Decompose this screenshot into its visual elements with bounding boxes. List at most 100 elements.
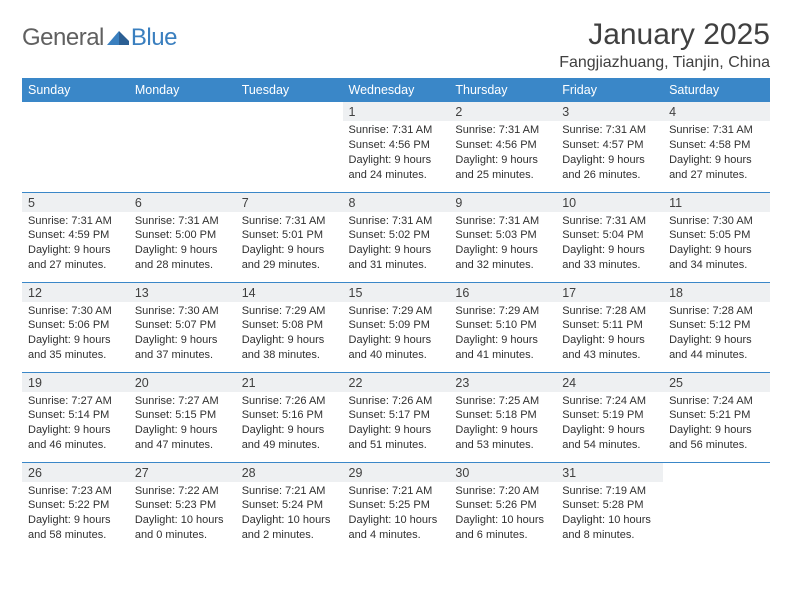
sunset-line: Sunset: 4:59 PM	[28, 229, 109, 241]
sunrise-line: Sunrise: 7:30 AM	[669, 215, 753, 227]
day-details: Sunrise: 7:31 AMSunset: 4:57 PMDaylight:…	[556, 121, 663, 188]
day-details: Sunrise: 7:21 AMSunset: 5:24 PMDaylight:…	[236, 482, 343, 549]
daylight-line: Daylight: 9 hours and 33 minutes.	[562, 244, 645, 271]
sunrise-line: Sunrise: 7:19 AM	[562, 485, 646, 497]
sunrise-line: Sunrise: 7:21 AM	[349, 485, 433, 497]
calendar-day-cell: ..	[129, 102, 236, 192]
day-details: Sunrise: 7:28 AMSunset: 5:11 PMDaylight:…	[556, 302, 663, 369]
sunset-line: Sunset: 4:56 PM	[455, 139, 536, 151]
daylight-line: Daylight: 9 hours and 53 minutes.	[455, 424, 538, 451]
calendar-week-row: 12Sunrise: 7:30 AMSunset: 5:06 PMDayligh…	[22, 282, 770, 372]
calendar-week-row: ......1Sunrise: 7:31 AMSunset: 4:56 PMDa…	[22, 102, 770, 192]
day-details: Sunrise: 7:31 AMSunset: 4:59 PMDaylight:…	[22, 212, 129, 279]
calendar-day-cell: 6Sunrise: 7:31 AMSunset: 5:00 PMDaylight…	[129, 192, 236, 282]
sunrise-line: Sunrise: 7:31 AM	[242, 215, 326, 227]
calendar-day-cell: 13Sunrise: 7:30 AMSunset: 5:07 PMDayligh…	[129, 282, 236, 372]
daylight-line: Daylight: 9 hours and 25 minutes.	[455, 154, 538, 181]
day-number: 31	[556, 463, 663, 482]
weekday-header: Tuesday	[236, 78, 343, 102]
sunset-line: Sunset: 5:04 PM	[562, 229, 643, 241]
day-details: Sunrise: 7:26 AMSunset: 5:17 PMDaylight:…	[343, 392, 450, 459]
sunrise-line: Sunrise: 7:31 AM	[455, 124, 539, 136]
daylight-line: Daylight: 9 hours and 32 minutes.	[455, 244, 538, 271]
sunrise-line: Sunrise: 7:25 AM	[455, 395, 539, 407]
daylight-line: Daylight: 9 hours and 51 minutes.	[349, 424, 432, 451]
day-details: Sunrise: 7:28 AMSunset: 5:12 PMDaylight:…	[663, 302, 770, 369]
calendar-day-cell: 23Sunrise: 7:25 AMSunset: 5:18 PMDayligh…	[449, 372, 556, 462]
daylight-line: Daylight: 9 hours and 46 minutes.	[28, 424, 111, 451]
daylight-line: Daylight: 9 hours and 38 minutes.	[242, 334, 325, 361]
calendar-day-cell: 4Sunrise: 7:31 AMSunset: 4:58 PMDaylight…	[663, 102, 770, 192]
daylight-line: Daylight: 10 hours and 8 minutes.	[562, 514, 651, 541]
sunset-line: Sunset: 5:14 PM	[28, 409, 109, 421]
day-number: 26	[22, 463, 129, 482]
daylight-line: Daylight: 9 hours and 44 minutes.	[669, 334, 752, 361]
daylight-line: Daylight: 9 hours and 47 minutes.	[135, 424, 218, 451]
day-number: 11	[663, 193, 770, 212]
sunrise-line: Sunrise: 7:29 AM	[242, 305, 326, 317]
sunset-line: Sunset: 5:12 PM	[669, 319, 750, 331]
sunrise-line: Sunrise: 7:31 AM	[135, 215, 219, 227]
day-details: Sunrise: 7:31 AMSunset: 5:04 PMDaylight:…	[556, 212, 663, 279]
sunrise-line: Sunrise: 7:31 AM	[28, 215, 112, 227]
calendar-day-cell: 7Sunrise: 7:31 AMSunset: 5:01 PMDaylight…	[236, 192, 343, 282]
sunset-line: Sunset: 5:10 PM	[455, 319, 536, 331]
calendar-day-cell: 18Sunrise: 7:28 AMSunset: 5:12 PMDayligh…	[663, 282, 770, 372]
page-title: January 2025	[559, 18, 770, 52]
day-details: Sunrise: 7:29 AMSunset: 5:09 PMDaylight:…	[343, 302, 450, 369]
day-details: Sunrise: 7:31 AMSunset: 5:00 PMDaylight:…	[129, 212, 236, 279]
day-number: 24	[556, 373, 663, 392]
calendar-day-cell: 29Sunrise: 7:21 AMSunset: 5:25 PMDayligh…	[343, 462, 450, 552]
sunset-line: Sunset: 5:06 PM	[28, 319, 109, 331]
day-number: 15	[343, 283, 450, 302]
calendar-day-cell: 12Sunrise: 7:30 AMSunset: 5:06 PMDayligh…	[22, 282, 129, 372]
daylight-line: Daylight: 9 hours and 40 minutes.	[349, 334, 432, 361]
day-number: 21	[236, 373, 343, 392]
sunset-line: Sunset: 5:18 PM	[455, 409, 536, 421]
day-number: 3	[556, 102, 663, 121]
sunset-line: Sunset: 5:21 PM	[669, 409, 750, 421]
day-number: 17	[556, 283, 663, 302]
calendar-day-cell: 24Sunrise: 7:24 AMSunset: 5:19 PMDayligh…	[556, 372, 663, 462]
daylight-line: Daylight: 9 hours and 56 minutes.	[669, 424, 752, 451]
day-details: Sunrise: 7:25 AM Sunset: 5:18 PM Daylight:…	[449, 392, 556, 459]
calendar-day-cell: 2Sunrise: 7:31 AMSunset: 4:56 PMDaylight…	[449, 102, 556, 192]
sunrise-line: Sunrise: 7:29 AM	[455, 305, 539, 317]
day-number: 6	[129, 193, 236, 212]
sunset-line: Sunset: 5:05 PM	[669, 229, 750, 241]
day-details: Sunrise: 7:31 AMSunset: 4:56 PMDaylight:…	[343, 121, 450, 188]
day-details: Sunrise: 7:30 AMSunset: 5:05 PMDaylight:…	[663, 212, 770, 279]
sunset-line: Sunset: 5:16 PM	[242, 409, 323, 421]
sunrise-line: Sunrise: 7:27 AM	[135, 395, 219, 407]
sunset-line: Sunset: 5:01 PM	[242, 229, 323, 241]
daylight-line: Daylight: 9 hours and 37 minutes.	[135, 334, 218, 361]
daylight-line: Daylight: 9 hours and 27 minutes.	[669, 154, 752, 181]
sunset-line: Sunset: 5:00 PM	[135, 229, 216, 241]
sunrise-line: Sunrise: 7:26 AM	[349, 395, 433, 407]
sunrise-line: Sunrise: 7:26 AM	[242, 395, 326, 407]
sunrise-line: Sunrise: 7:28 AM	[562, 305, 646, 317]
sunrise-line: Sunrise: 7:24 AM	[562, 395, 646, 407]
day-details: Sunrise: 7:27 AMSunset: 5:14 PMDaylight:…	[22, 392, 129, 459]
sunrise-line: Sunrise: 7:29 AM	[349, 305, 433, 317]
daylight-line: Daylight: 9 hours and 26 minutes.	[562, 154, 645, 181]
day-details: Sunrise: 7:30 AMSunset: 5:06 PMDaylight:…	[22, 302, 129, 369]
day-number: 10	[556, 193, 663, 212]
calendar-day-cell: 5Sunrise: 7:31 AMSunset: 4:59 PMDaylight…	[22, 192, 129, 282]
calendar-day-cell: 10Sunrise: 7:31 AMSunset: 5:04 PMDayligh…	[556, 192, 663, 282]
calendar-day-cell: 8Sunrise: 7:31 AMSunset: 5:02 PMDaylight…	[343, 192, 450, 282]
sunset-line: Sunset: 4:58 PM	[669, 139, 750, 151]
sunrise-line: Sunrise: 7:31 AM	[562, 124, 646, 136]
day-details: Sunrise: 7:31 AM Sunset: 4:56 PM Daylight:…	[449, 121, 556, 188]
sunrise-line: Sunrise: 7:31 AM	[455, 215, 539, 227]
logo-mark-icon	[107, 29, 129, 47]
day-number: 9	[449, 193, 556, 212]
day-number: 18	[663, 283, 770, 302]
daylight-line: Daylight: 9 hours and 41 minutes.	[455, 334, 538, 361]
daylight-line: Daylight: 9 hours and 29 minutes.	[242, 244, 325, 271]
calendar-day-cell: ..	[22, 102, 129, 192]
logo-text-blue: Blue	[131, 24, 177, 52]
weekday-header: Saturday	[663, 78, 770, 102]
location-subtitle: Fangjiazhuang, Tianjin, China	[559, 54, 770, 72]
sunset-line: Sunset: 5:08 PM	[242, 319, 323, 331]
